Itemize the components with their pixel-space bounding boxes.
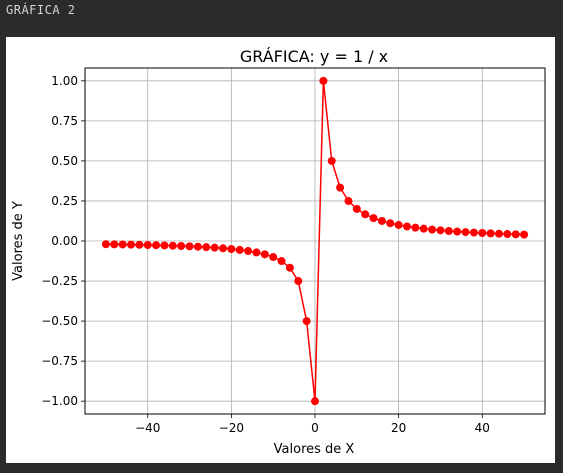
grid-lines bbox=[85, 68, 545, 414]
data-point bbox=[277, 257, 286, 266]
data-point bbox=[377, 216, 386, 225]
data-point bbox=[311, 397, 319, 406]
data-point bbox=[419, 224, 428, 233]
data-point bbox=[285, 263, 294, 272]
data-point bbox=[143, 241, 152, 250]
data-point bbox=[302, 317, 311, 326]
data-point bbox=[436, 226, 445, 235]
y-tick-label: −0.25 bbox=[41, 274, 78, 288]
data-point bbox=[361, 210, 370, 219]
data-point bbox=[369, 214, 378, 223]
data-point bbox=[269, 253, 278, 262]
series-layer bbox=[101, 76, 529, 406]
y-tick-label: −0.50 bbox=[41, 314, 78, 328]
data-point bbox=[202, 243, 211, 252]
data-point bbox=[185, 242, 194, 251]
data-point bbox=[511, 230, 520, 239]
data-point bbox=[110, 240, 119, 249]
data-point bbox=[260, 250, 269, 259]
data-point bbox=[210, 243, 219, 252]
data-point bbox=[235, 245, 244, 254]
data-point bbox=[336, 183, 345, 192]
y-tick-label: 0.50 bbox=[51, 154, 78, 168]
y-tick-label: −1.00 bbox=[41, 394, 78, 408]
data-point bbox=[453, 227, 462, 236]
y-tick-label: 0.75 bbox=[51, 114, 78, 128]
data-point bbox=[352, 204, 361, 213]
data-point bbox=[403, 222, 411, 231]
line-chart: GRÁFICA: y = 1 / x −40 −20 0 20 40 1.00 0.75 0… bbox=[11, 47, 546, 457]
x-tick-label: −20 bbox=[219, 421, 244, 435]
data-point bbox=[520, 230, 529, 239]
figure: GRÁFICA: y = 1 / x −40 −20 0 20 40 1.00 0.75 0… bbox=[6, 37, 555, 463]
chart-title: GRÁFICA: y = 1 / x bbox=[240, 47, 388, 66]
data-point bbox=[152, 241, 161, 250]
data-point bbox=[252, 248, 261, 257]
x-tick-label: 0 bbox=[311, 421, 319, 435]
data-point bbox=[193, 242, 202, 251]
data-point bbox=[319, 76, 328, 85]
data-point bbox=[168, 241, 177, 250]
data-point bbox=[478, 228, 487, 237]
data-point bbox=[294, 277, 303, 286]
y-tick-label: −0.75 bbox=[41, 354, 78, 368]
data-point bbox=[327, 156, 336, 165]
data-point bbox=[160, 241, 169, 250]
x-tick-label: 20 bbox=[391, 421, 406, 435]
data-point bbox=[503, 230, 512, 239]
y-tick-label: 0.00 bbox=[51, 234, 78, 248]
x-tick-label: 40 bbox=[475, 421, 490, 435]
data-point bbox=[219, 244, 227, 253]
data-point bbox=[344, 196, 353, 205]
data-point bbox=[386, 219, 395, 228]
data-point bbox=[461, 228, 470, 237]
y-tick-label: 1.00 bbox=[51, 74, 78, 88]
data-point bbox=[428, 225, 437, 234]
data-point bbox=[495, 229, 503, 238]
data-point bbox=[118, 240, 127, 249]
data-point bbox=[135, 240, 144, 249]
data-point bbox=[101, 240, 110, 249]
cell-output-header: GRÁFICA 2 bbox=[6, 3, 76, 17]
data-point bbox=[227, 245, 236, 254]
y-tick-label: 0.25 bbox=[51, 194, 78, 208]
x-axis-label: Valores de X bbox=[274, 442, 355, 457]
data-point bbox=[244, 247, 253, 256]
data-point bbox=[411, 223, 420, 232]
data-point bbox=[469, 228, 478, 237]
x-axis-ticks: −40 −20 0 20 40 bbox=[135, 414, 490, 435]
data-point bbox=[394, 220, 403, 229]
x-tick-label: −40 bbox=[135, 421, 160, 435]
y-axis-ticks: 1.00 0.75 0.50 0.25 0.00 −0.25 −0.50 −0.75 −1.00 bbox=[41, 74, 85, 408]
data-point bbox=[177, 242, 186, 251]
data-point bbox=[127, 240, 135, 249]
data-point bbox=[444, 226, 453, 235]
data-point bbox=[486, 229, 495, 238]
y-axis-label: Valores de Y bbox=[11, 201, 26, 281]
